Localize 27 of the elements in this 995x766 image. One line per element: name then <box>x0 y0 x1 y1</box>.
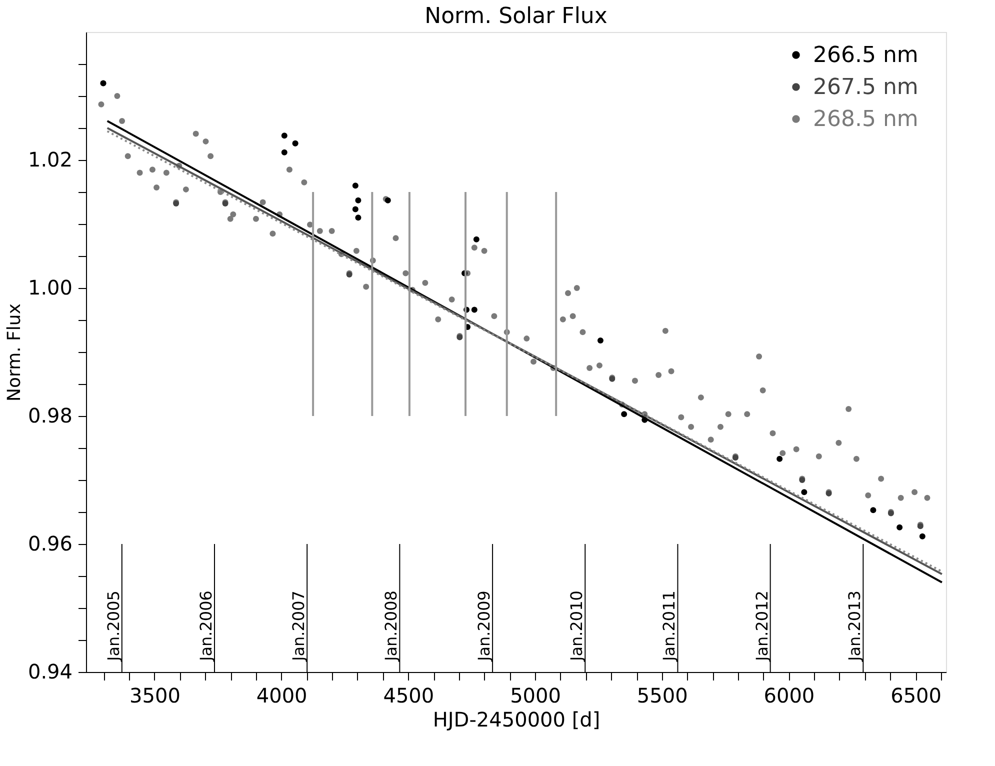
chart-title: Norm. Solar Flux <box>424 4 608 29</box>
y-axis-title: Norm. Flux <box>4 303 25 402</box>
x-tick-label: 3500 <box>130 684 180 708</box>
y-tick-label: 1.02 <box>28 148 72 172</box>
x-tick-label: 4500 <box>383 684 434 708</box>
ref-line-label: Jan.2005 <box>104 590 123 662</box>
ref-line-label: Jan.2008 <box>382 590 401 662</box>
ref-line-label: Jan.2011 <box>660 590 679 662</box>
y-tick-label: 0.98 <box>28 404 72 428</box>
legend-label: 268.5 nm <box>813 107 918 132</box>
ref-line-label: Jan.2012 <box>752 590 772 662</box>
y-tick-label: 1.00 <box>28 276 72 300</box>
legend-label: 267.5 nm <box>813 75 918 100</box>
ref-line-label: Jan.2009 <box>474 590 494 662</box>
x-tick-label: 5500 <box>636 684 688 708</box>
y-tick-label: 0.94 <box>28 660 72 684</box>
ref-line-label: Jan.2007 <box>289 590 308 662</box>
ref-line-label: Jan.2013 <box>845 590 864 662</box>
x-tick-label: 5000 <box>510 684 561 708</box>
legend-label: 266.5 nm <box>813 43 918 68</box>
x-tick-label: 6500 <box>890 684 942 708</box>
x-tick-label: 6000 <box>764 684 815 708</box>
ref-line-label: Jan.2010 <box>567 590 586 662</box>
ref-line-label: Jan.2006 <box>196 590 216 662</box>
x-axis-title: HJD-2450000 [d] <box>432 708 600 732</box>
x-tick-label: 4000 <box>256 684 308 708</box>
y-tick-label: 0.96 <box>28 532 72 556</box>
